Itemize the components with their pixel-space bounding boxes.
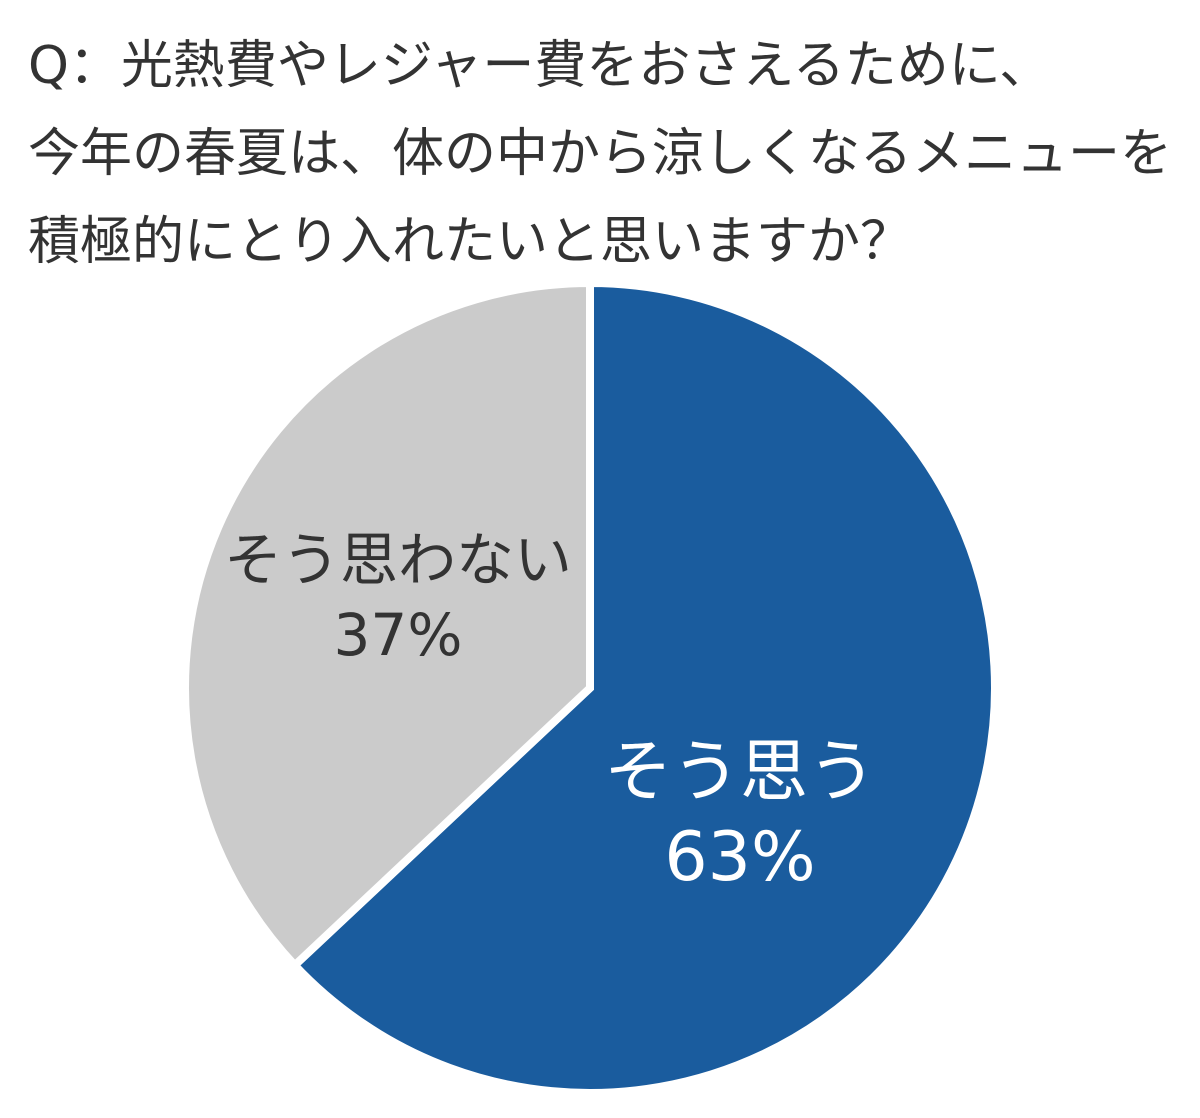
pie-slice-label-agree: そう思う: [604, 733, 876, 812]
pie-slice-disagree: [181, 278, 594, 971]
pie-slice-agree: [289, 278, 1000, 1097]
title-line-2: 今年の春夏は、体の中から涼しくなるメニューを: [28, 124, 1173, 184]
chart-title: Q：光熱費やレジャー費をおさえるために、 今年の春夏は、体の中から涼しくなるメニ…: [28, 22, 1188, 286]
pie-slices: [181, 278, 1000, 1097]
title-line-1: Q：光熱費やレジャー費をおさえるために、: [28, 36, 1052, 96]
pie-slice-value-agree: 63%: [664, 818, 815, 897]
pie-slice-value-disagree: 37%: [334, 601, 463, 669]
pie-slice-label-disagree: そう思わない: [224, 526, 572, 594]
title-line-3: 積極的にとり入れたいと思いますか？: [28, 212, 913, 272]
